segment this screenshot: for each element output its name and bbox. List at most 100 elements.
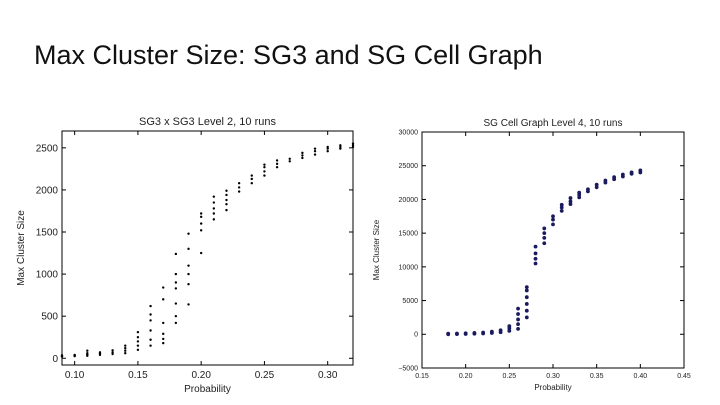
- x-tick-label: 0.10: [65, 370, 85, 381]
- y-tick-label: −5000: [398, 365, 418, 372]
- data-point: [524, 288, 529, 293]
- data-point: [199, 212, 203, 215]
- data-point: [577, 190, 582, 195]
- data-point: [275, 159, 279, 162]
- plot-frame: [61, 130, 354, 366]
- data-point: [263, 163, 266, 166]
- data-point: [212, 207, 216, 210]
- data-point: [225, 198, 228, 202]
- data-point: [225, 193, 228, 197]
- data-point: [263, 165, 266, 169]
- data-point: [489, 329, 494, 334]
- data-point: [551, 222, 555, 227]
- x-tick-label: 0.15: [415, 373, 429, 380]
- data-point: [498, 328, 503, 333]
- data-point: [612, 175, 617, 180]
- y-tick-label: 20000: [399, 197, 419, 204]
- data-point: [288, 160, 291, 163]
- chart-title: SG3 x SG3 Level 2, 10 runs: [139, 116, 276, 128]
- data-point: [559, 205, 564, 210]
- data-point: [111, 352, 114, 356]
- data-point: [73, 353, 76, 357]
- data-point: [524, 295, 529, 300]
- data-point: [313, 147, 317, 150]
- data-point: [136, 336, 140, 339]
- x-tick-label: 0.20: [191, 370, 211, 381]
- data-point: [187, 272, 190, 276]
- data-point: [162, 332, 165, 336]
- data-point: [446, 331, 451, 336]
- data-point: [250, 174, 253, 177]
- data-point: [111, 349, 114, 352]
- x-tick-label: 0.20: [459, 373, 473, 380]
- data-point: [149, 313, 152, 316]
- data-point: [149, 304, 152, 308]
- x-tick-label: 0.25: [503, 373, 517, 380]
- data-point: [149, 319, 152, 322]
- data-point: [124, 349, 127, 352]
- data-point: [225, 203, 228, 206]
- data-point: [98, 351, 102, 354]
- data-point: [162, 298, 165, 301]
- data-point: [594, 185, 599, 190]
- data-point: [301, 151, 304, 155]
- data-point: [237, 181, 241, 185]
- data-point: [313, 150, 317, 153]
- data-point: [124, 344, 127, 347]
- data-point: [149, 338, 152, 341]
- x-tick-label: 0.15: [128, 370, 148, 381]
- data-point: [199, 215, 203, 219]
- data-point: [136, 330, 140, 334]
- y-tick-label: 5000: [402, 298, 418, 305]
- data-point: [542, 235, 547, 240]
- data-point: [263, 174, 266, 177]
- data-point: [149, 329, 152, 332]
- data-point: [301, 156, 304, 160]
- data-point: [533, 244, 538, 249]
- data-point: [187, 247, 190, 251]
- data-point: [162, 341, 165, 345]
- data-point: [313, 153, 317, 156]
- data-point: [199, 251, 203, 255]
- x-axis-label: Probability: [534, 383, 571, 392]
- data-point: [212, 218, 216, 221]
- plot-frame: [421, 131, 685, 369]
- data-point: [86, 352, 89, 355]
- data-point: [225, 208, 228, 212]
- data-point: [533, 256, 538, 261]
- data-point: [463, 331, 468, 336]
- data-point: [174, 252, 178, 256]
- data-point: [594, 182, 599, 187]
- data-point: [326, 150, 329, 153]
- data-point: [124, 352, 127, 355]
- data-point: [533, 251, 538, 256]
- data-point: [455, 331, 459, 336]
- data-point: [568, 196, 573, 200]
- data-point: [568, 199, 573, 204]
- data-point: [174, 314, 178, 318]
- x-tick-label: 0.30: [318, 370, 338, 381]
- data-point: [586, 187, 590, 192]
- data-point: [237, 190, 241, 193]
- data-point: [174, 302, 178, 305]
- data-point: [275, 165, 279, 169]
- y-axis-label: Max Cluster Size: [16, 210, 27, 286]
- y-tick-label: 15000: [399, 231, 419, 238]
- data-point: [524, 285, 529, 289]
- x-tick-label: 0.40: [634, 373, 648, 380]
- data-point: [288, 157, 291, 160]
- y-tick-label: 2000: [36, 185, 59, 196]
- data-point: [638, 168, 643, 173]
- data-point: [516, 322, 520, 327]
- y-tick-label: 30000: [399, 129, 419, 136]
- y-tick-label: 1500: [36, 228, 59, 239]
- data-point: [212, 212, 216, 215]
- data-point: [516, 317, 520, 322]
- data-point: [212, 195, 216, 198]
- data-point: [136, 348, 140, 352]
- x-tick-label: 0.35: [590, 373, 604, 380]
- data-point: [559, 208, 564, 213]
- data-point: [516, 326, 520, 331]
- data-point: [199, 222, 203, 225]
